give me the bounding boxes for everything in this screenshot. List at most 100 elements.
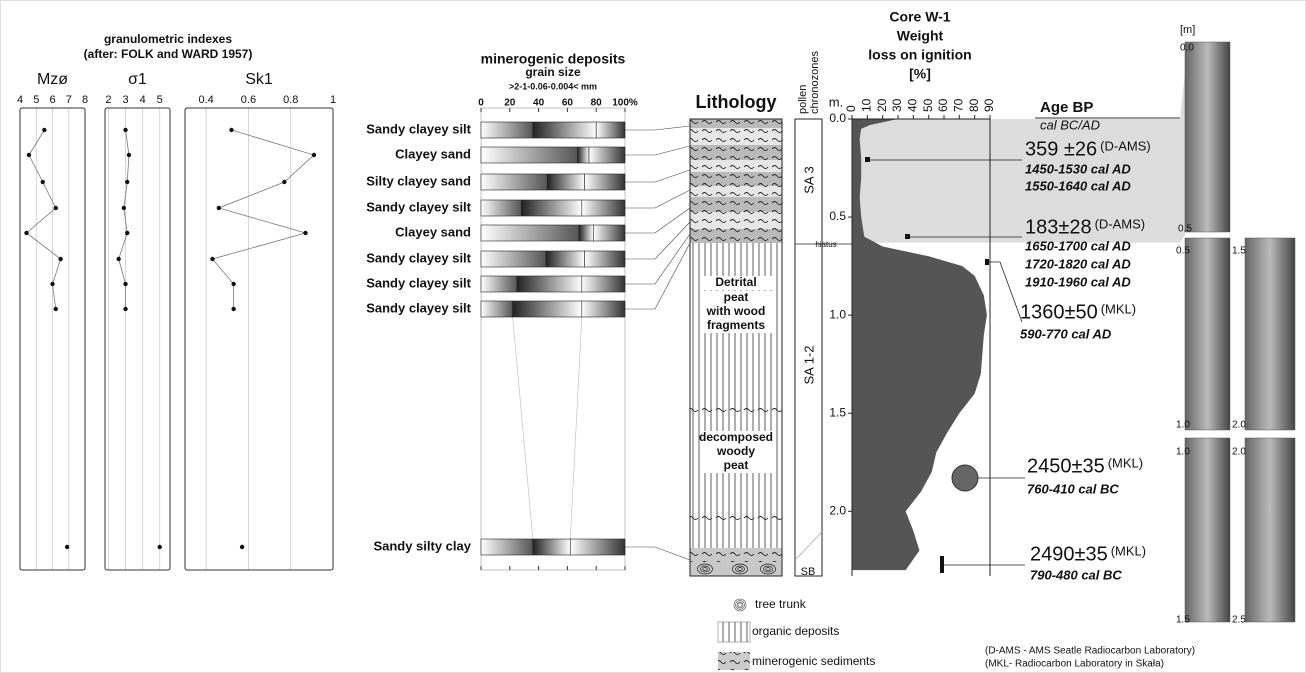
data-point	[217, 206, 221, 210]
bar-segment	[481, 147, 577, 163]
group-title: granulometric indexes	[104, 32, 232, 46]
bar-segment	[533, 122, 596, 138]
chart-title: σ1	[128, 71, 147, 88]
bar-segment	[513, 301, 582, 317]
date-leader	[989, 262, 1022, 322]
litho-label: with wood	[706, 304, 766, 318]
x-tick-label: 60	[562, 98, 574, 109]
y-tick-label: 60	[936, 98, 950, 112]
photo-depth: 1.0	[1176, 447, 1190, 458]
y-tick-label: 50	[921, 98, 935, 112]
category-label: Sandy clayey silt	[366, 250, 471, 265]
zone-boundary	[795, 532, 822, 560]
bar-segment	[582, 200, 625, 216]
category-label: Clayey sand	[395, 146, 471, 161]
data-point	[125, 231, 129, 235]
category-label: Sandy clayey silt	[366, 300, 471, 315]
bar-segment	[521, 200, 581, 216]
legend-icon	[718, 652, 750, 670]
photo-depth: 0.5	[1176, 246, 1190, 257]
group-subtitle: (after: FOLK and WARD 1957)	[84, 47, 253, 61]
connector	[625, 222, 690, 259]
plot-frame	[105, 108, 170, 570]
dates-header: Age BP	[1040, 99, 1093, 116]
y-tick-label: 90	[982, 98, 996, 112]
connector	[625, 146, 690, 155]
litho-pattern	[690, 119, 782, 128]
bar-segment	[579, 225, 593, 241]
data-point	[240, 545, 244, 549]
x-tick-label: 7	[66, 94, 72, 106]
core-photo	[1245, 238, 1295, 430]
profile-line	[119, 130, 129, 309]
x-tick-label: 8	[82, 94, 88, 106]
x-tick-label: 1.0	[829, 307, 846, 321]
data-point	[123, 128, 127, 132]
plot-frame	[185, 108, 333, 570]
axis-title: m.	[829, 94, 843, 109]
footnote: (MKL- Radiocarbon Laboratory in Skała)	[985, 659, 1164, 670]
photo-depth: 2.5	[1232, 615, 1246, 626]
date-cal: 1720-1820 cal AD	[1025, 256, 1131, 271]
axis-unit: [%]	[909, 66, 931, 82]
y-tick-label: 70	[952, 98, 966, 112]
category-label: Sandy clayey silt	[366, 121, 471, 136]
litho-pattern	[690, 197, 782, 212]
date-cal: 790-480 cal BC	[1030, 567, 1122, 582]
category-label: Clayey sand	[395, 224, 471, 239]
bar-segment	[481, 225, 579, 241]
date-age: 2490±35	[1030, 543, 1108, 565]
core-photo	[1185, 438, 1230, 622]
guide-line	[513, 317, 533, 539]
zone-label: SA 3	[801, 166, 816, 193]
core-photo	[1245, 438, 1295, 622]
footnote: (D-AMS - AMS Seatle Radiocarbon Laborato…	[985, 646, 1195, 657]
date-marker	[905, 234, 910, 239]
connector	[625, 190, 690, 208]
litho-pattern	[690, 160, 782, 172]
date-cal: 760-410 cal BC	[1027, 481, 1119, 496]
category-label: Silty clayey sand	[366, 173, 471, 188]
guide-line	[570, 317, 582, 539]
photo-depth: 2.0	[1232, 447, 1246, 458]
y-tick-label: 20	[875, 98, 889, 112]
legend-icon	[738, 603, 742, 607]
x-tick-label: 0.0	[829, 111, 846, 125]
date-age: 183±28	[1025, 216, 1092, 238]
zone-title: chronozones	[809, 51, 821, 114]
data-point	[125, 180, 129, 184]
connector	[625, 126, 690, 130]
category-label: Sandy silty clay	[373, 538, 471, 553]
x-tick-label: 0.6	[241, 94, 256, 106]
chart-title: Mzø	[37, 71, 68, 88]
litho-label: fragments	[707, 318, 765, 332]
litho-wave-row	[690, 405, 782, 414]
data-point	[54, 307, 58, 311]
axis-title: loss on ignition	[868, 47, 971, 63]
legend-label: minerogenic sediments	[752, 654, 875, 668]
data-point	[312, 153, 316, 157]
connector	[625, 243, 690, 309]
data-point	[42, 128, 46, 132]
bar-segment	[585, 174, 625, 190]
bar-segment	[481, 122, 533, 138]
connector	[625, 208, 690, 233]
date-age: 1360±50	[1020, 301, 1098, 323]
category-label: Sandy clayey silt	[366, 275, 471, 290]
x-tick-label: 3	[122, 94, 128, 106]
data-point	[231, 307, 235, 311]
bar-segment	[481, 301, 513, 317]
profile-line	[27, 130, 61, 309]
litho-label: Detrital	[715, 275, 756, 289]
date-marker	[940, 556, 944, 573]
bar-segment	[577, 147, 589, 163]
data-point	[229, 128, 233, 132]
photo-depth: 2.0	[1232, 420, 1246, 431]
x-tick-label: 100%	[612, 98, 638, 109]
y-tick-label: 30	[890, 98, 904, 112]
x-tick-label: 4	[17, 94, 23, 106]
chart-subtitle: Weight	[897, 28, 944, 44]
litho-label: woody	[716, 444, 755, 458]
x-tick-label: 5	[157, 94, 163, 106]
bar-segment	[582, 276, 625, 292]
